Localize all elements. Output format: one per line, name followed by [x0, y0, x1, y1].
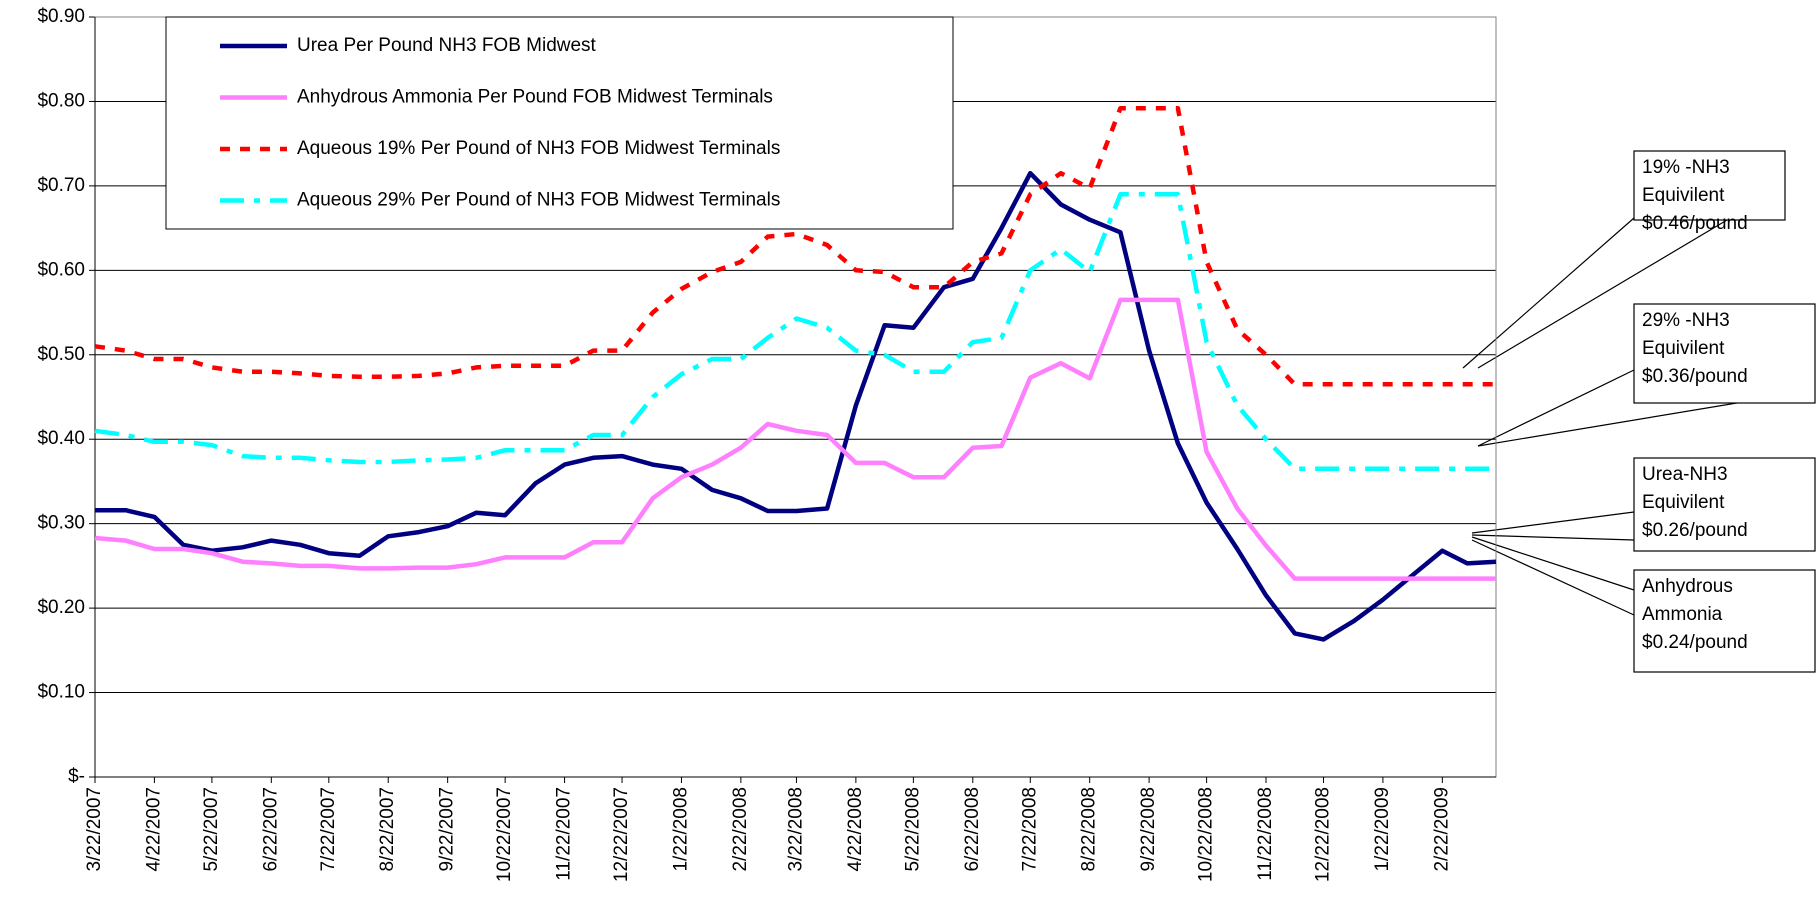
annotation-box — [1633, 569, 1816, 673]
legend-box — [165, 16, 954, 230]
x-tick-label: 5/22/2007 — [201, 787, 222, 872]
x-tick-label: 9/22/2007 — [437, 787, 458, 872]
annotation-text: $0.24/pound — [1642, 632, 1748, 653]
legend-label: Aqueous 29% Per Pound of NH3 FOB Midwest… — [297, 190, 780, 211]
x-tick-label: 2/22/2008 — [730, 787, 751, 872]
x-tick-label: 7/22/2007 — [318, 787, 339, 872]
annotation-text: Equivilent — [1642, 338, 1725, 359]
x-tick-label: 11/22/2007 — [554, 787, 575, 881]
callout-line — [1471, 539, 1635, 616]
annotation: 19% -NH3 Equivilent $0.46/pound — [1633, 150, 1786, 234]
annotation-text: Equivilent — [1642, 185, 1725, 206]
y-tick-label: $0.20 — [37, 597, 85, 618]
annotation: 29% -NH3 Equivilent $0.36/pound — [1633, 303, 1816, 404]
x-tick-label: 7/22/2008 — [1019, 787, 1040, 872]
x-tick-label: 3/22/2007 — [84, 787, 105, 872]
annotation-box — [1633, 303, 1816, 404]
x-tick-label: 8/22/2007 — [377, 787, 398, 872]
callout-line — [1471, 534, 1635, 541]
y-tick-label: $0.30 — [37, 513, 85, 534]
annotation-text: Anhydrous — [1642, 576, 1733, 597]
legend-label: Anhydrous Ammonia Per Pound FOB Midwest … — [297, 87, 773, 108]
callout-line — [1471, 511, 1635, 534]
y-tick-label: $0.70 — [37, 175, 85, 196]
callouts — [1462, 217, 1816, 616]
x-tick-label: 12/22/2007 — [611, 787, 632, 882]
annotation-text: Ammonia — [1642, 604, 1723, 625]
annotation-text: Urea-NH3 — [1642, 464, 1728, 485]
x-tick-label: 6/22/2008 — [962, 787, 983, 872]
x-tick-label: 2/22/2009 — [1431, 787, 1452, 872]
annotation-text: 29% -NH3 — [1642, 310, 1730, 331]
annotation-box — [1633, 457, 1816, 552]
x-tick-label: 11/22/2008 — [1255, 787, 1276, 881]
y-tick-label: $0.60 — [37, 259, 85, 280]
callout-line — [1477, 369, 1635, 447]
x-tick-label: 6/22/2007 — [260, 787, 281, 872]
x-tick-label: 4/22/2008 — [845, 787, 866, 872]
annotation: Urea-NH3 Equivilent $0.26/pound — [1633, 457, 1816, 552]
callout-line — [1471, 536, 1635, 591]
annotation-text: Equivilent — [1642, 492, 1725, 513]
y-tick-label: $0.90 — [37, 6, 85, 27]
y-tick-label: $0.80 — [37, 90, 85, 111]
x-tick-label: 10/22/2007 — [494, 787, 515, 882]
x-tick-label: 12/22/2008 — [1313, 787, 1334, 882]
annotation-text: $0.26/pound — [1642, 520, 1748, 541]
annotation-text: $0.36/pound — [1642, 366, 1748, 387]
x-tick-label: 10/22/2008 — [1196, 787, 1217, 882]
x-tick-label: 4/22/2007 — [143, 787, 164, 872]
annotation-text: $0.46/pound — [1642, 213, 1748, 234]
y-tick-label: $0.40 — [37, 428, 85, 449]
x-tick-label: 9/22/2008 — [1138, 787, 1159, 872]
series-line — [94, 297, 1496, 581]
legend: Urea Per Pound NH3 FOB Midwest Anhydrous … — [165, 16, 954, 230]
annotation-text: 19% -NH3 — [1642, 157, 1730, 178]
series-line — [95, 170, 1497, 642]
x-tick-label: 1/22/2008 — [670, 787, 691, 872]
series-line — [94, 192, 1496, 472]
x-tick-label: 5/22/2008 — [902, 787, 923, 872]
y-tick-label: $- — [68, 766, 85, 787]
callout-line — [1462, 217, 1635, 369]
y-tick-label: $0.10 — [37, 682, 85, 703]
x-tick-label: 3/22/2008 — [785, 787, 806, 872]
y-tick-label: $0.50 — [37, 344, 85, 365]
legend-label: Urea Per Pound NH3 FOB Midwest — [297, 35, 597, 56]
annotation-box — [1633, 150, 1786, 221]
legend-label: Aqueous 19% Per Pound of NH3 FOB Midwest… — [297, 138, 780, 159]
annotation: Anhydrous Ammonia $0.24/pound — [1633, 569, 1816, 673]
x-tick-label: 8/22/2008 — [1079, 787, 1100, 872]
callout-line — [1477, 219, 1728, 369]
x-tick-label: 1/22/2009 — [1372, 787, 1393, 872]
